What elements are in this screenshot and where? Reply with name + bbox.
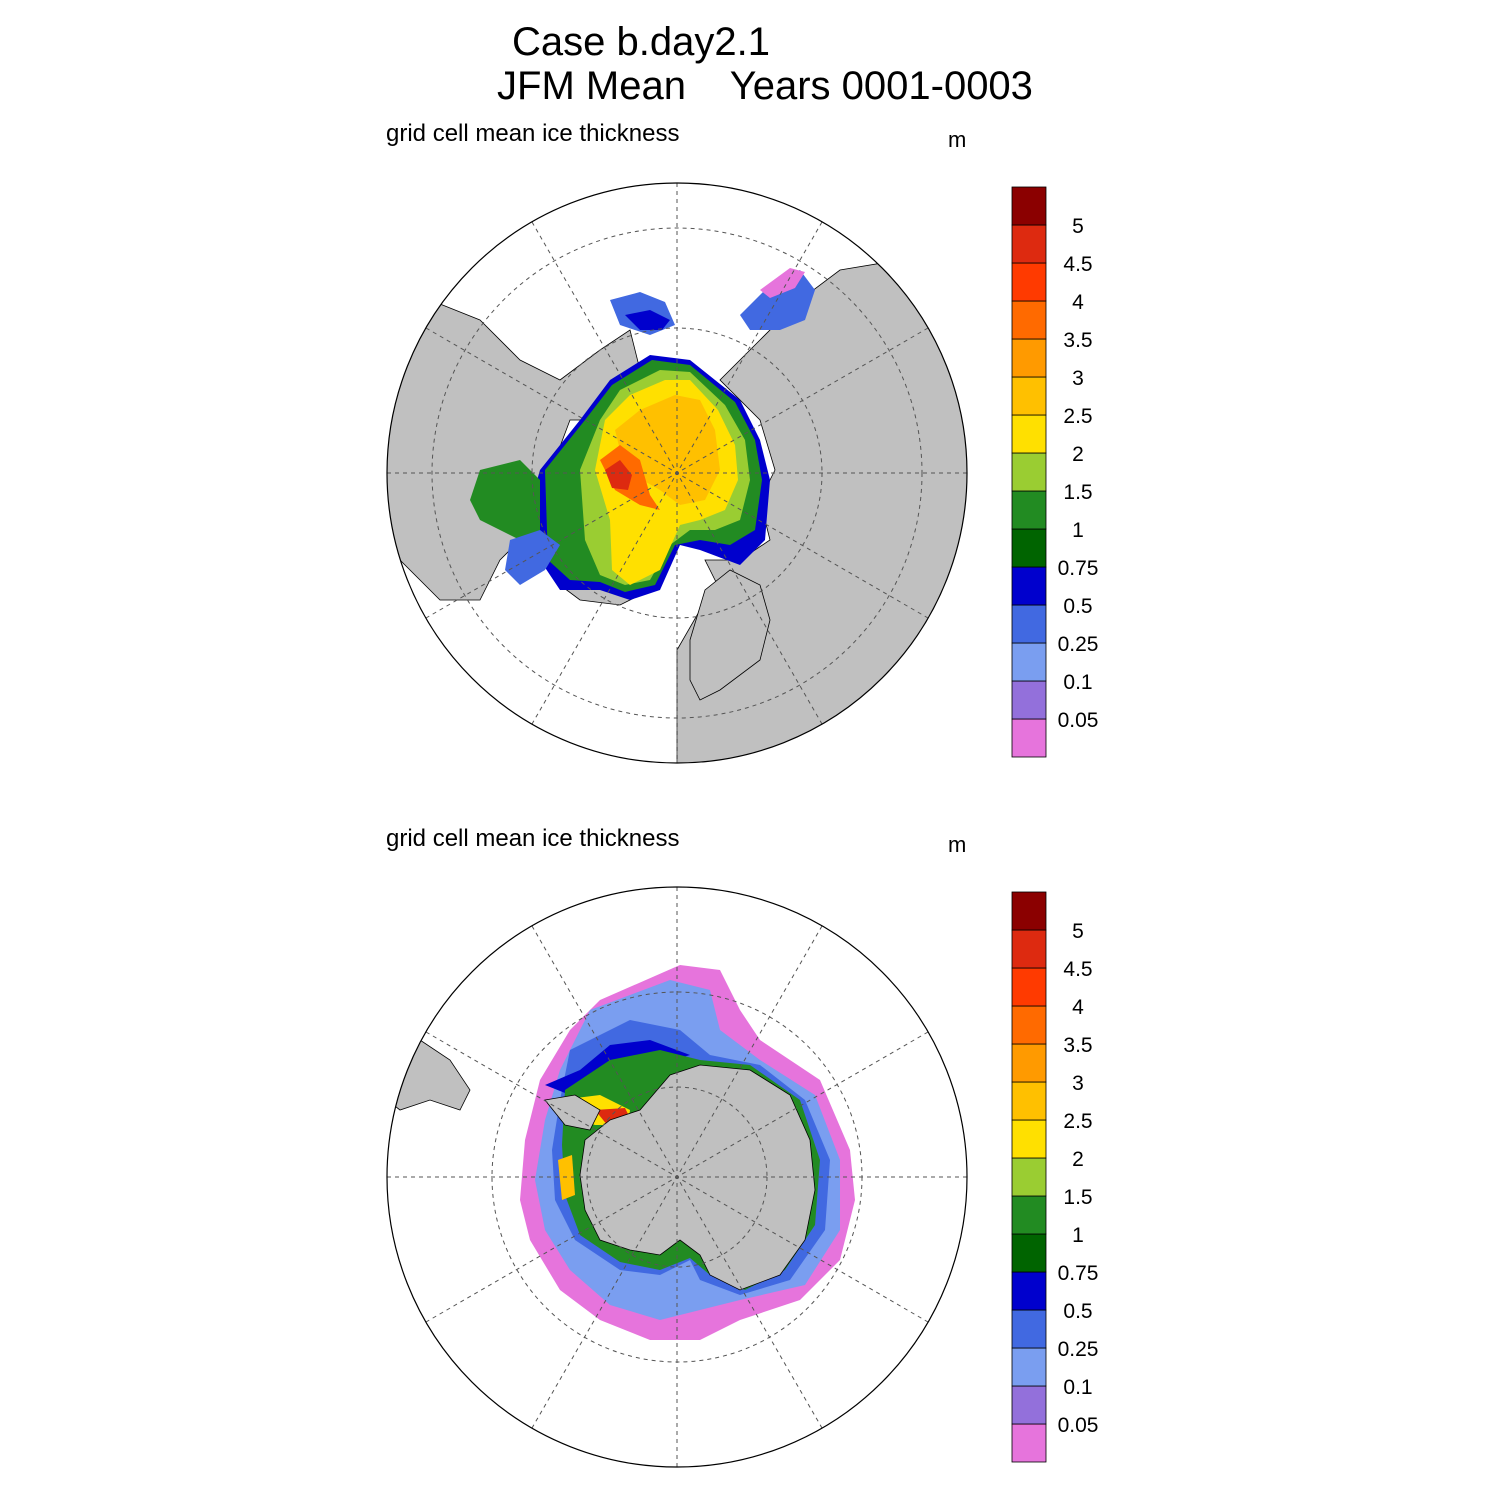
north-colorbar-label: 2.5 [1063, 405, 1092, 428]
south-land-antarctica [579, 1064, 816, 1291]
south-colorbar-box [1011, 891, 1047, 931]
north-colorbar-label: 3 [1072, 367, 1084, 390]
north-colorbar-box [1011, 566, 1047, 606]
south-colorbar-box [1011, 1347, 1047, 1387]
south-polar-map [386, 886, 968, 1468]
north-ice-hudson [470, 460, 540, 540]
south-colorbar: 0.05 0.1 0.25 0.5 0.75 1 1.5 2 2.5 3 3.5 4 4.5 5 [1011, 891, 1099, 1463]
north-colorbar-box [1011, 376, 1047, 416]
plot-title-period: JFM Mean Years 0001-0003 [497, 64, 1033, 108]
north-colorbar-box [1011, 414, 1047, 454]
south-colorbar-label: 4 [1072, 996, 1084, 1019]
north-colorbar-box [1011, 680, 1047, 720]
north-colorbar-label: 0.05 [1058, 709, 1099, 732]
north-colorbar-label: 0.75 [1058, 557, 1099, 580]
south-colorbar-box [1011, 1233, 1047, 1273]
north-colorbar-label: 3.5 [1063, 329, 1092, 352]
north-colorbar-label: 4 [1072, 291, 1084, 314]
south-colorbar-label: 0.05 [1058, 1414, 1099, 1437]
south-colorbar-box [1011, 1309, 1047, 1349]
south-colorbar-box [1011, 1423, 1047, 1463]
south-colorbar-box [1011, 1043, 1047, 1083]
south-colorbar-box [1011, 1119, 1047, 1159]
north-land-europe [689, 569, 771, 701]
plot-title-case: Case b.day2.1 [512, 20, 770, 64]
south-colorbar-label: 1 [1072, 1224, 1084, 1247]
south-land-peninsula [544, 1094, 601, 1131]
south-colorbar-label: 0.75 [1058, 1262, 1099, 1285]
north-colorbar-box [1011, 224, 1047, 264]
north-colorbar-label: 0.1 [1063, 671, 1092, 694]
north-panel-units: m [948, 127, 967, 152]
south-colorbar-box [1011, 1385, 1047, 1425]
north-ice-okhotsk-pink [760, 268, 805, 298]
north-colorbar-box [1011, 300, 1047, 340]
south-panel-label: grid cell mean ice thickness [386, 825, 680, 852]
north-colorbar-box [1011, 338, 1047, 378]
south-colorbar-box [1011, 1081, 1047, 1121]
south-colorbar-label: 4.5 [1063, 958, 1092, 981]
north-colorbar-box [1011, 262, 1047, 302]
south-colorbar-box [1011, 1271, 1047, 1311]
south-colorbar-box [1011, 1195, 1047, 1235]
south-colorbar-label: 3 [1072, 1072, 1084, 1095]
north-colorbar-label: 5 [1072, 215, 1084, 238]
south-colorbar-label: 2.5 [1063, 1110, 1092, 1133]
north-ice-thickest [605, 460, 632, 490]
north-colorbar-label: 0.25 [1058, 633, 1099, 656]
north-colorbar: 0.05 0.1 0.25 0.5 0.75 1 1.5 2 2.5 3 3.5 4 4.5 5 [1011, 186, 1099, 758]
south-colorbar-box [1011, 929, 1047, 969]
north-colorbar-box [1011, 642, 1047, 682]
north-colorbar-label: 1.5 [1063, 481, 1092, 504]
north-ice-bering-dark [625, 310, 670, 330]
north-colorbar-box [1011, 718, 1047, 758]
south-colorbar-box [1011, 1005, 1047, 1045]
north-colorbar-label: 2 [1072, 443, 1084, 466]
north-colorbar-box [1011, 490, 1047, 530]
north-colorbar-label: 0.5 [1063, 595, 1092, 618]
north-ice-labrador [505, 530, 560, 585]
north-colorbar-box [1011, 604, 1047, 644]
south-colorbar-label: 0.25 [1058, 1338, 1099, 1361]
south-colorbar-label: 1.5 [1063, 1186, 1092, 1209]
south-colorbar-label: 0.1 [1063, 1376, 1092, 1399]
south-colorbar-label: 2 [1072, 1148, 1084, 1171]
south-colorbar-label: 5 [1072, 920, 1084, 943]
south-colorbar-label: 3.5 [1063, 1034, 1092, 1057]
north-colorbar-box [1011, 528, 1047, 568]
north-colorbar-box [1011, 186, 1047, 226]
north-panel-label: grid cell mean ice thickness [386, 120, 680, 147]
south-panel-units: m [948, 832, 967, 857]
south-colorbar-box [1011, 967, 1047, 1007]
north-colorbar-box [1011, 452, 1047, 492]
north-colorbar-label: 1 [1072, 519, 1084, 542]
south-colorbar-label: 0.5 [1063, 1300, 1092, 1323]
north-polar-map [386, 182, 968, 764]
north-colorbar-label: 4.5 [1063, 253, 1092, 276]
south-colorbar-box [1011, 1157, 1047, 1197]
